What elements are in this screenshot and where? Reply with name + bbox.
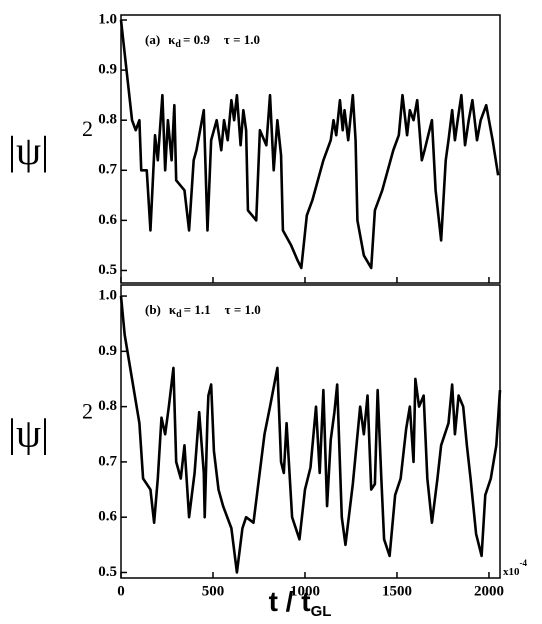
y-tick-label: 1.0 [98,11,117,27]
panel-annotation: (b) κd = 1.1 τ = 1.0 [145,302,261,320]
kappa: κ [168,32,176,47]
x-tick-label: 0 [117,583,125,599]
panel-label: (a) [145,32,160,47]
y-tick-label: 0.9 [98,343,117,359]
plot-frame [120,14,501,284]
x-tick-label: 2000 [474,583,504,599]
panel-annotation: (a) κd = 0.9 τ = 1.0 [145,32,260,50]
panel-label: (b) [145,302,161,317]
y-tick-label: 0.6 [98,212,117,228]
x-label-main: t / t [269,586,311,617]
data-line [119,19,500,270]
y-tick-label: 0.9 [98,62,117,78]
scale-exp: -4 [520,558,528,568]
y-tick-label: 0.7 [98,162,117,178]
kappa-sub: d [175,39,181,50]
y-axis-label: |ψ| [8,411,49,456]
scale-note: x10-4 [503,558,527,577]
x-tick-label: 1500 [382,583,412,599]
y-axis-label-exp: 2 [82,116,93,141]
y-tick-label: 1.0 [98,287,117,303]
kappa-sub: d [176,309,182,320]
kappa: κ [169,302,177,317]
x-label-sub: GL [311,603,332,620]
y-tick-label: 0.8 [98,112,117,128]
kappa-value: = 0.9 [183,32,210,47]
x-tick-label: 1000 [290,583,320,599]
y-axis-label: |ψ| [8,128,49,173]
scale-base: x10 [503,566,520,578]
y-tick-label: 0.8 [98,398,117,414]
x-axis-label: t / tGL [269,586,332,620]
y-tick-label: 0.5 [98,564,117,580]
x-tick-label: 500 [202,583,225,599]
y-axis-label-exp: 2 [82,399,93,424]
data-line [119,295,502,574]
plot-frame [120,284,501,579]
y-tick-label: 0.7 [98,453,117,469]
kappa-value: = 1.1 [184,302,211,317]
y-tick-label: 0.6 [98,509,117,525]
tau: τ = 1.0 [225,302,261,317]
tau: τ = 1.0 [224,32,260,47]
y-tick-label: 0.5 [98,262,117,278]
